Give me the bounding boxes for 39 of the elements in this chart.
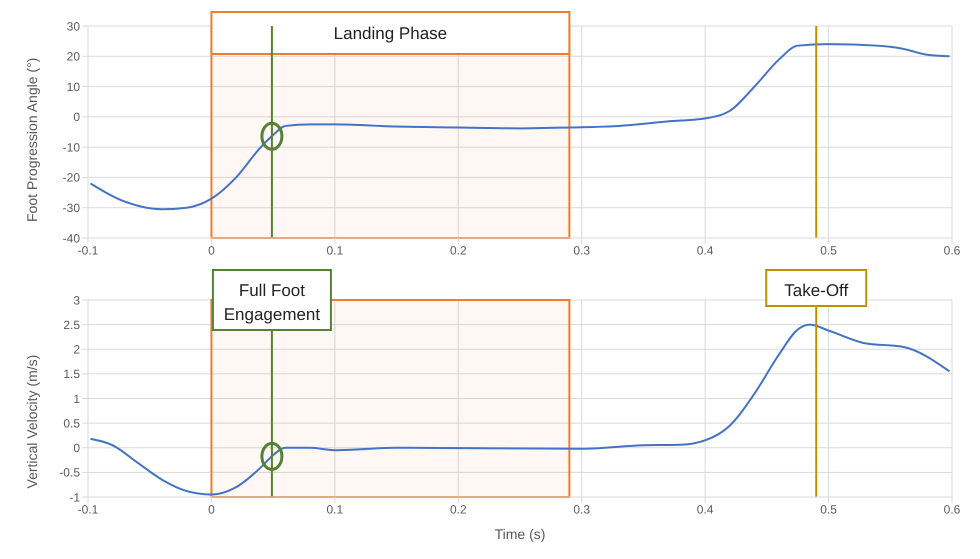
y-tick-label: 0.5	[63, 416, 80, 430]
x-axis-title: Time (s)	[494, 526, 546, 542]
y-tick-label: -20	[62, 170, 80, 185]
y-tick-label: -10	[62, 140, 80, 154]
band-label: Landing Phase	[334, 24, 448, 43]
y-tick-label: 1.5	[63, 367, 80, 382]
x-tick-label: 0.3	[573, 244, 590, 258]
x-tick-label: 0.4	[696, 502, 714, 517]
y-tick-label: -30	[62, 200, 80, 215]
x-tick-label: 0.2	[450, 502, 467, 517]
x-tick-label: 0.3	[573, 502, 590, 517]
y-tick-label: -40	[62, 231, 80, 246]
x-tick-label: 0.1	[326, 502, 344, 517]
x-tick-label: 0.6	[944, 502, 961, 517]
y-tick-label: 30	[66, 19, 80, 34]
x-tick-label: 0.6	[944, 244, 961, 258]
y-tick-label: -0.5	[59, 466, 80, 480]
y-tick-label: 10	[66, 80, 80, 94]
x-tick-label: 0.5	[820, 244, 838, 258]
y-tick-label: 0	[73, 441, 80, 456]
x-tick-label: 0.1	[326, 244, 344, 258]
ref-line-label: Take-Off	[784, 281, 848, 300]
x-tick-label: 0	[208, 244, 216, 258]
x-tick-label: -0.1	[78, 502, 99, 517]
y-tick-label: 2.5	[63, 318, 80, 332]
y-axis-title: Vertical Velocity (m/s)	[24, 354, 40, 488]
x-tick-label: 0.2	[450, 244, 467, 258]
y-tick-label: -1	[69, 490, 80, 504]
x-tick-label: 0.4	[696, 244, 714, 258]
y-tick-label: 20	[66, 50, 80, 64]
x-tick-label: 0	[208, 502, 216, 517]
x-tick-label: 0.5	[820, 502, 838, 517]
y-tick-label: 1	[73, 392, 80, 406]
y-axis-title: Foot Progression Angle (°)	[24, 58, 40, 222]
x-tick-label: -0.1	[78, 244, 99, 258]
ref-line-label: Full Foot Engagement	[224, 281, 320, 324]
y-tick-label: 3	[73, 293, 80, 308]
y-tick-label: 2	[73, 342, 80, 357]
y-tick-label: 0	[73, 110, 80, 124]
